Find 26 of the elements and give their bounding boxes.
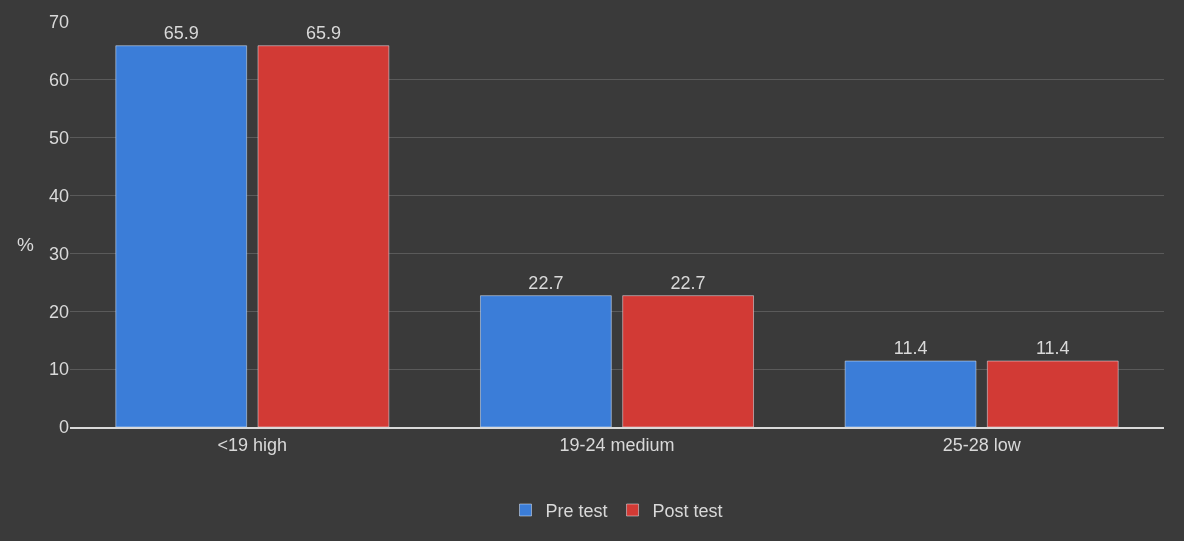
y-axis-title: % [17, 234, 34, 255]
x-tick-label: <19 high [217, 434, 288, 455]
y-tick-label: 70 [48, 12, 69, 33]
bar [844, 360, 977, 427]
data-label: 65.9 [305, 22, 341, 43]
y-tick-label: 30 [48, 243, 69, 264]
data-label: 22.7 [528, 272, 564, 293]
data-label: 11.4 [1035, 338, 1070, 359]
data-label: 11.4 [893, 338, 928, 359]
legend-label: Post test [652, 501, 723, 522]
y-tick-label: 60 [48, 70, 69, 91]
legend-label: Pre test [545, 501, 608, 522]
bar [115, 45, 247, 427]
y-tick-label: 20 [48, 301, 69, 322]
bar [987, 360, 1119, 427]
y-tick-label: 0 [58, 417, 69, 438]
bar [257, 45, 390, 427]
bar [480, 295, 612, 427]
y-tick-label: 50 [48, 128, 69, 149]
x-tick-label: 19-24 medium [559, 434, 675, 455]
y-tick-label: 10 [48, 359, 69, 380]
x-tick-label: 25-28 low [942, 434, 1022, 455]
y-tick-label: 40 [48, 185, 69, 206]
data-label: 22.7 [670, 272, 706, 293]
bar [622, 295, 754, 427]
data-label: 65.9 [163, 22, 199, 43]
